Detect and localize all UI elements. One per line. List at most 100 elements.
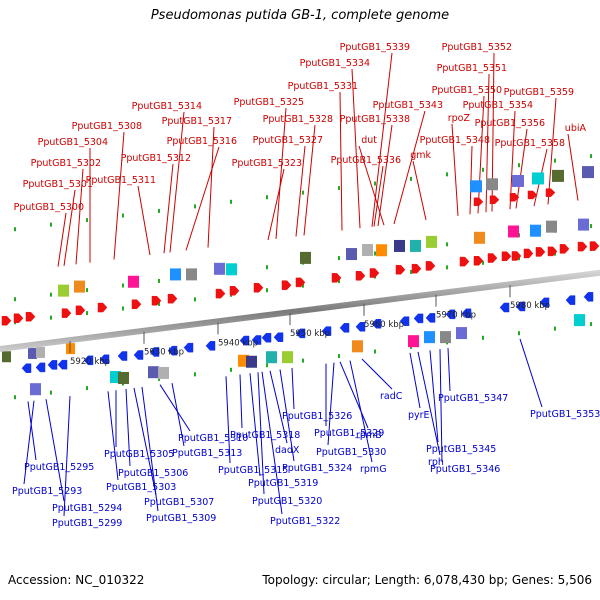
forward-gene-arrow <box>131 299 142 309</box>
reverse-gene-arrow <box>47 360 58 370</box>
guide-dot <box>338 186 340 191</box>
guide-dot <box>266 363 268 368</box>
gene-feature-box <box>238 354 249 367</box>
gene-feature-box <box>352 340 363 353</box>
reverse-gene-label: rpmB <box>356 430 382 441</box>
reverse-leader-line <box>133 387 157 496</box>
tick-label: 5940 kbp <box>218 338 258 348</box>
reverse-leader-line <box>327 362 335 446</box>
reverse-gene-label: PputGB1_5345 <box>426 444 496 455</box>
forward-gene-label: PputGB1_5358 <box>495 138 565 149</box>
guide-dot <box>446 242 448 247</box>
reverse-gene-label: PputGB1_5306 <box>118 468 188 479</box>
forward-leader-line <box>57 212 67 267</box>
reverse-leader-line <box>349 360 373 463</box>
reverse-gene-label: PputGB1_5295 <box>24 462 94 473</box>
reverse-gene-label: PputGB1_5329 <box>314 428 384 439</box>
forward-leader-line <box>267 168 285 241</box>
reverse-leader-line <box>225 376 231 464</box>
genome-backbone <box>0 269 600 352</box>
forward-leader-line <box>567 133 579 201</box>
reverse-leader-line <box>439 349 443 463</box>
guide-dot <box>410 269 412 274</box>
forward-gene-label: PputGB1_5334 <box>300 58 370 69</box>
guide-dot <box>374 349 376 354</box>
guide-dot <box>86 311 88 316</box>
gene-feature-box <box>170 268 181 281</box>
gene-feature-box <box>426 235 437 248</box>
guide-dot <box>554 326 556 331</box>
reverse-gene-arrow <box>355 322 366 332</box>
forward-gene-arrow <box>547 246 558 257</box>
reverse-gene-arrow <box>499 302 510 313</box>
guide-dot <box>86 288 88 293</box>
reverse-leader-line <box>361 358 393 390</box>
forward-gene-arrow <box>473 256 484 266</box>
reverse-gene-label: pyrE <box>408 410 430 421</box>
forward-gene-label: PputGB1_5348 <box>420 135 490 146</box>
forward-leader-line <box>451 123 459 216</box>
gene-feature-box <box>456 327 467 340</box>
reverse-leader-line <box>107 391 119 481</box>
reverse-gene-arrow <box>273 332 284 342</box>
forward-gene-label: PputGB1_5359 <box>504 87 574 98</box>
guide-dot <box>86 218 88 223</box>
gene-feature-box <box>266 351 277 364</box>
guide-dot <box>158 278 160 283</box>
gene-feature-box <box>474 231 485 244</box>
forward-gene-arrow <box>527 190 538 200</box>
guide-dot <box>590 224 592 229</box>
forward-gene-label: PputGB1_5351 <box>437 63 507 74</box>
guide-dot <box>158 208 160 213</box>
forward-gene-arrow <box>13 313 24 323</box>
reverse-gene-label: PputGB1_5309 <box>146 513 216 524</box>
forward-gene-arrow <box>509 192 520 202</box>
forward-gene-arrow <box>473 197 484 207</box>
forward-gene-label: PputGB1_5325 <box>234 97 304 108</box>
gene-feature-box <box>532 172 544 185</box>
reverse-leader-line <box>447 348 451 392</box>
topology-text: Topology: circular; Length: 6,078,430 bp… <box>262 573 592 587</box>
forward-gene-arrow <box>425 261 436 271</box>
reverse-gene-label: PputGB1_5305 <box>104 449 174 460</box>
reverse-leader-line <box>519 338 543 408</box>
reverse-gene-label: PputGB1_5347 <box>438 393 508 404</box>
forward-gene-label: gmk <box>410 150 431 161</box>
reverse-gene-arrow <box>205 341 216 351</box>
gene-feature-box <box>582 166 594 179</box>
reverse-leader-line <box>159 384 191 432</box>
gene-feature-box <box>186 268 197 281</box>
reverse-gene-label: rpmG <box>360 464 387 475</box>
reverse-gene-arrow <box>57 359 68 370</box>
reverse-gene-arrow <box>321 326 332 336</box>
reverse-leader-line <box>291 367 295 410</box>
gene-feature-box <box>58 284 69 297</box>
gene-feature-box <box>346 248 357 261</box>
forward-gene-arrow <box>253 282 264 293</box>
forward-leader-line <box>207 126 215 248</box>
forward-leader-line <box>303 124 316 236</box>
tick-label: 5950 kbp <box>290 329 330 339</box>
reverse-leader-line <box>429 350 439 443</box>
accession-text: Accession: NC_010322 <box>8 573 145 587</box>
forward-gene-label: PputGB1_5354 <box>463 100 533 111</box>
forward-gene-label: PputGB1_5301 <box>23 179 93 190</box>
reverse-gene-label: dadX <box>275 445 300 456</box>
reverse-gene-arrow <box>295 328 306 339</box>
reverse-gene-label: PputGB1_5353 <box>530 409 600 420</box>
reverse-gene-arrow <box>399 316 410 326</box>
forward-gene-arrow <box>295 277 306 288</box>
guide-dot <box>194 372 196 377</box>
forward-gene-label: PputGB1_5308 <box>72 121 142 132</box>
forward-leader-line <box>75 168 84 265</box>
guide-dot <box>302 358 304 363</box>
guide-dot <box>374 181 376 186</box>
forward-leader-line <box>113 131 125 260</box>
reverse-leader-line <box>261 371 283 515</box>
gene-feature-box <box>440 331 451 344</box>
forward-gene-label: PputGB1_5323 <box>232 158 302 169</box>
forward-leader-line <box>393 110 426 225</box>
reverse-leader-line <box>249 373 261 477</box>
gene-feature-box <box>148 366 159 379</box>
guide-dot <box>14 297 16 302</box>
